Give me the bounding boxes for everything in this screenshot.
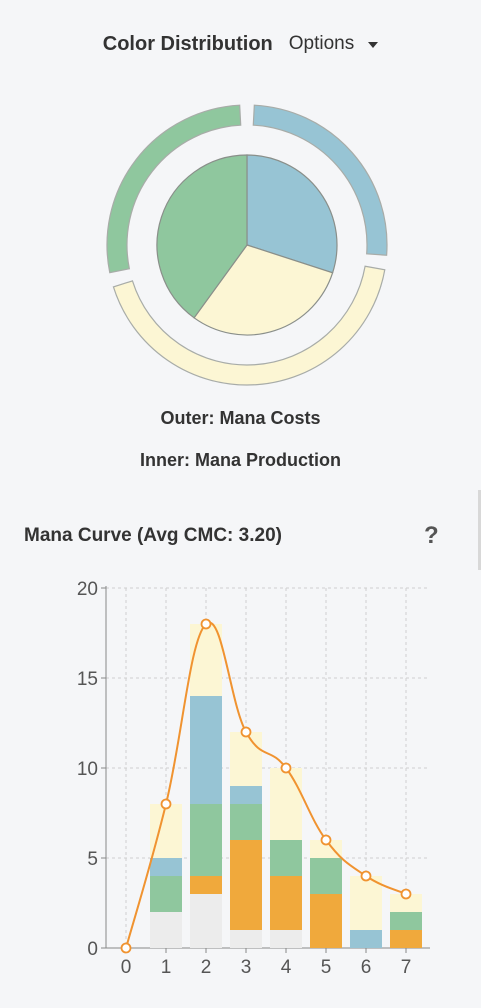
curve-point <box>120 942 132 954</box>
x-tick-label: 5 <box>321 957 332 978</box>
y-tick-label: 10 <box>77 759 98 780</box>
outer-ring-slice-green <box>106 104 242 274</box>
bar-segment-white <box>270 768 302 840</box>
bar-segment-green <box>270 840 302 876</box>
x-tick-label: 0 <box>121 957 132 978</box>
bar-segment-blue <box>350 930 382 948</box>
outer-ring-slice-white <box>112 265 386 386</box>
curve-point <box>240 726 252 738</box>
bar-segment-blue <box>150 858 182 876</box>
y-tick-label: 20 <box>77 579 98 600</box>
bar-segment-gray <box>230 930 262 948</box>
curve-point <box>280 762 292 774</box>
outer-ring-slice-blue <box>252 104 388 256</box>
x-tick-label: 3 <box>241 957 252 978</box>
y-tick-label: 5 <box>87 849 98 870</box>
caption-outer: Outer: Mana Costs <box>160 408 321 428</box>
x-tick-label: 1 <box>161 957 172 978</box>
curve-point <box>400 888 412 900</box>
mana-curve-chart: 0 5 10 15 20 0 1 2 3 4 5 6 7 <box>77 579 430 978</box>
bar-segment-green <box>230 804 262 840</box>
chevron-down-icon <box>368 42 379 48</box>
x-tick-label: 7 <box>401 957 412 978</box>
bar-segment-gray <box>150 912 182 948</box>
bar-segment-blue <box>230 786 262 804</box>
bar-segment-white <box>230 732 262 786</box>
bar-segment-white <box>150 804 182 858</box>
bar-segment-orange <box>230 840 262 930</box>
bar-segment-green <box>150 876 182 912</box>
bar-segment-green <box>190 804 222 876</box>
curve-point <box>160 798 172 810</box>
caption-inner: Inner: Mana Production <box>139 450 341 470</box>
bar-segment-orange <box>190 876 222 894</box>
x-tick-label: 4 <box>281 957 292 978</box>
bar-segment-white <box>310 840 342 858</box>
color-distribution-title: Color Distribution <box>102 32 273 55</box>
color-distribution-header: Color Distribution Options <box>0 28 481 60</box>
mana-curve-title: Mana Curve (Avg CMC: 3.20) <box>24 525 282 546</box>
y-tick-label: 0 <box>87 939 98 960</box>
bar-segment-gray <box>270 930 302 948</box>
bar-segment-white <box>350 876 382 930</box>
inner-pie-slice-green <box>156 154 248 319</box>
options-dropdown[interactable]: Options <box>288 33 379 55</box>
bar-segment-white <box>190 624 222 696</box>
color-distribution-donut <box>106 104 388 386</box>
inner-pie-slice-blue <box>246 154 338 274</box>
inner-pie-slice-white <box>193 244 334 336</box>
curve-point <box>200 618 212 630</box>
x-tick-label: 2 <box>201 957 212 978</box>
bar-segment-orange <box>270 876 302 930</box>
bar-segment-orange <box>390 930 422 948</box>
bar-segment-green <box>390 912 422 930</box>
bar-segment-white <box>390 894 422 912</box>
bar-segment-blue <box>190 696 222 804</box>
x-tick-label: 6 <box>361 957 372 978</box>
curve-point <box>360 870 372 882</box>
curve-point <box>320 834 332 846</box>
y-tick-label: 15 <box>77 669 98 690</box>
options-label: Options <box>288 33 355 54</box>
help-icon[interactable]: ? <box>424 522 439 549</box>
bar-segment-gray <box>190 894 222 948</box>
bar-segment-green <box>310 858 342 894</box>
scrollbar[interactable] <box>478 490 481 570</box>
bar-segment-orange <box>310 894 342 948</box>
